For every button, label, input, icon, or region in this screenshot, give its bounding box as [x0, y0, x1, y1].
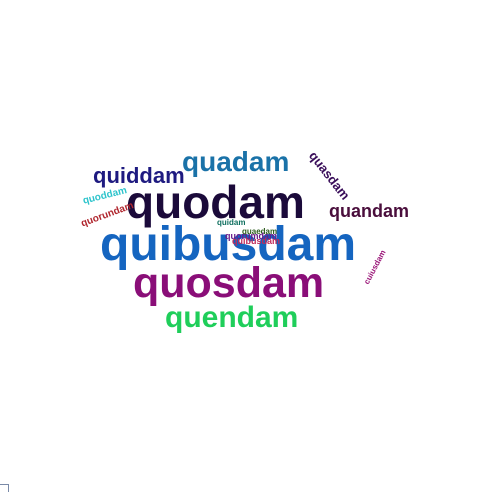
word-quibusdam-small: quibusdam [232, 236, 281, 246]
word-quibusdam: quibusdam [100, 218, 357, 271]
word-quidam: quidam [217, 218, 246, 227]
word-quodam: quodam [126, 176, 305, 228]
word-quiddam: quiddam [93, 163, 185, 188]
corner-mark-icon [0, 484, 9, 492]
word-quadam: quadam [182, 146, 290, 177]
word-quosdam: quosdam [133, 259, 325, 307]
word-quandam: quandam [329, 201, 410, 221]
word-quasdam: quasdam [305, 148, 353, 203]
word-quorumdam: quorumdam [225, 231, 278, 241]
word-quendam: quendam [165, 301, 299, 334]
word-quaedam: quaedam [242, 227, 278, 236]
word-cuiusdam: cuiusdam [362, 248, 388, 286]
